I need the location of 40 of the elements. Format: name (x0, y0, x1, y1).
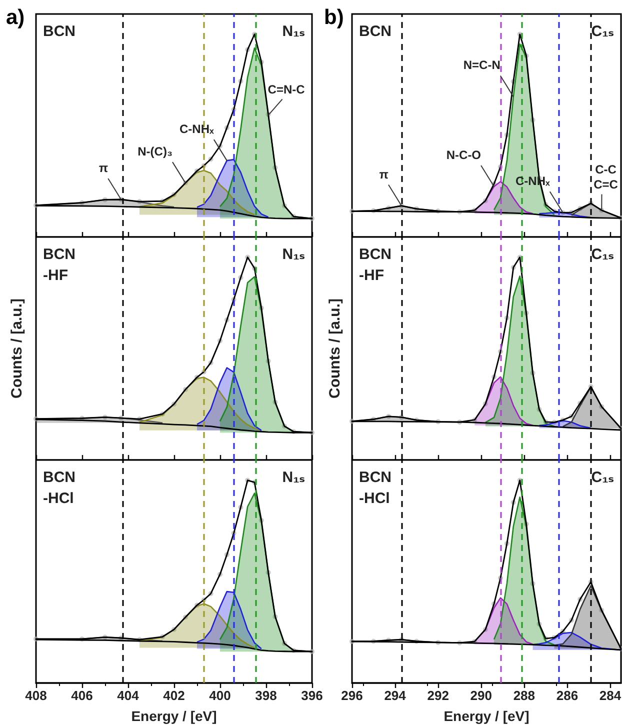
x-axis-title: Energy / [eV] (131, 708, 217, 724)
annotation: C=N-C (268, 82, 306, 97)
annotation: BCN -HCl (43, 469, 76, 507)
x-tick-label: 406 (71, 688, 93, 703)
x-tick-label: 396 (301, 688, 323, 703)
x-tick-label: 404 (117, 688, 140, 703)
annotation: N₁ₛ (282, 23, 306, 40)
x-tick-label: 288 (513, 688, 536, 703)
annotation: BCN -HCl (359, 469, 392, 507)
x-axis-title: Energy / [eV] (444, 708, 530, 724)
x-tick-label: 290 (470, 688, 492, 703)
annotation: BCN -HF (359, 246, 392, 284)
annotation: N₁ₛ (282, 246, 306, 263)
annotation: BCN -HF (43, 246, 76, 284)
x-tick-label: 292 (427, 688, 449, 703)
annotation: C-NHₓ (180, 122, 215, 136)
x-tick-label: 400 (209, 688, 231, 703)
annotation: N-(C)₃ (138, 144, 172, 159)
x-tick-label: 398 (255, 688, 277, 703)
x-tick-label: 294 (384, 688, 407, 703)
annotation: C-C C=C (594, 162, 618, 192)
annotation: N₁ₛ (282, 469, 306, 486)
annotation: BCN (43, 23, 76, 40)
chart-title: b) (324, 6, 344, 29)
y-axis-title: Counts / [a.u.] (326, 298, 344, 398)
annotation: C₁ₛ (591, 246, 614, 263)
x-tick-label: 402 (163, 688, 185, 703)
annotation: π (379, 167, 388, 182)
chart-title: a) (6, 6, 25, 29)
annotation: C₁ₛ (591, 23, 614, 40)
annotation: BCN (359, 23, 392, 40)
x-tick-label: 286 (556, 688, 578, 703)
annotation: π (98, 160, 108, 175)
x-tick-label: 408 (25, 688, 47, 703)
annotation: C₁ₛ (591, 469, 614, 486)
annotation: N=C-N (463, 58, 500, 72)
x-tick-label: 284 (599, 688, 622, 703)
x-tick-label: 296 (341, 688, 363, 703)
y-axis-title: Counts / [a.u.] (8, 298, 26, 398)
annotation: N-C-O (446, 148, 482, 162)
